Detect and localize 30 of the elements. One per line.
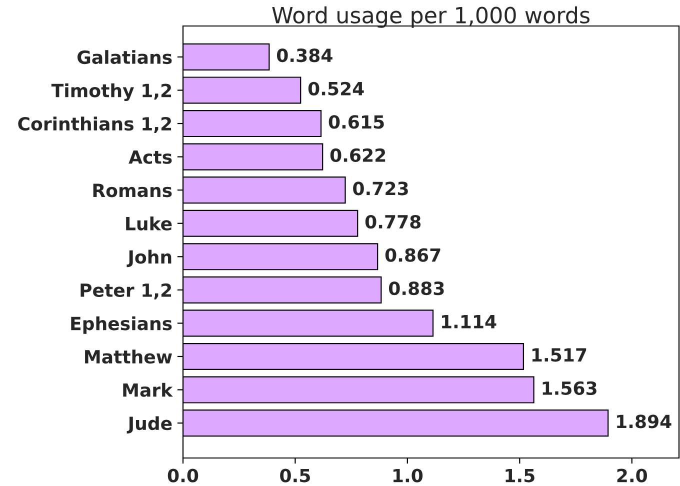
text: 1.5 [506, 468, 534, 482]
data-label: 0.615 [328, 115, 384, 129]
data-label: 1.563 [542, 381, 596, 396]
y-tick-label: Matthew [85, 350, 172, 364]
text: 1.0 [393, 468, 423, 482]
chart-title: Word usage per 1,000 words [272, 6, 590, 28]
y-tick-label: Peter 1,2 [80, 283, 172, 300]
y-tick-label: Ephesians [71, 316, 172, 334]
y-tick-label: Corinthians 1,2 [18, 116, 172, 133]
y-tick-label: John [126, 250, 172, 268]
y-tick-label: Timothy 1,2 [51, 83, 172, 101]
data-label: 1.894 [617, 414, 672, 428]
y-tick-label: Romans [93, 184, 172, 198]
y-tick-label: Galatians [78, 50, 172, 64]
data-label: 0.384 [276, 48, 332, 62]
data-label: 0.778 [365, 214, 421, 229]
data-label: 0.883 [388, 282, 444, 296]
y-tick-label: Mark [123, 382, 173, 397]
y-tick-label: Jude [126, 416, 172, 434]
y-tick-label: Acts [128, 150, 172, 164]
y-tick-label: Luke [126, 216, 172, 230]
data-label: 0.524 [308, 82, 364, 96]
text: 2.0 [617, 468, 647, 482]
data-label: 1.517 [532, 348, 586, 362]
data-label: 0.622 [330, 148, 386, 162]
text: 0.5 [280, 468, 310, 482]
text: 0.0 [168, 468, 198, 482]
data-label: 0.723 [353, 182, 408, 196]
data-label: 1.114 [442, 315, 496, 328]
data-label: 0.867 [385, 248, 440, 262]
